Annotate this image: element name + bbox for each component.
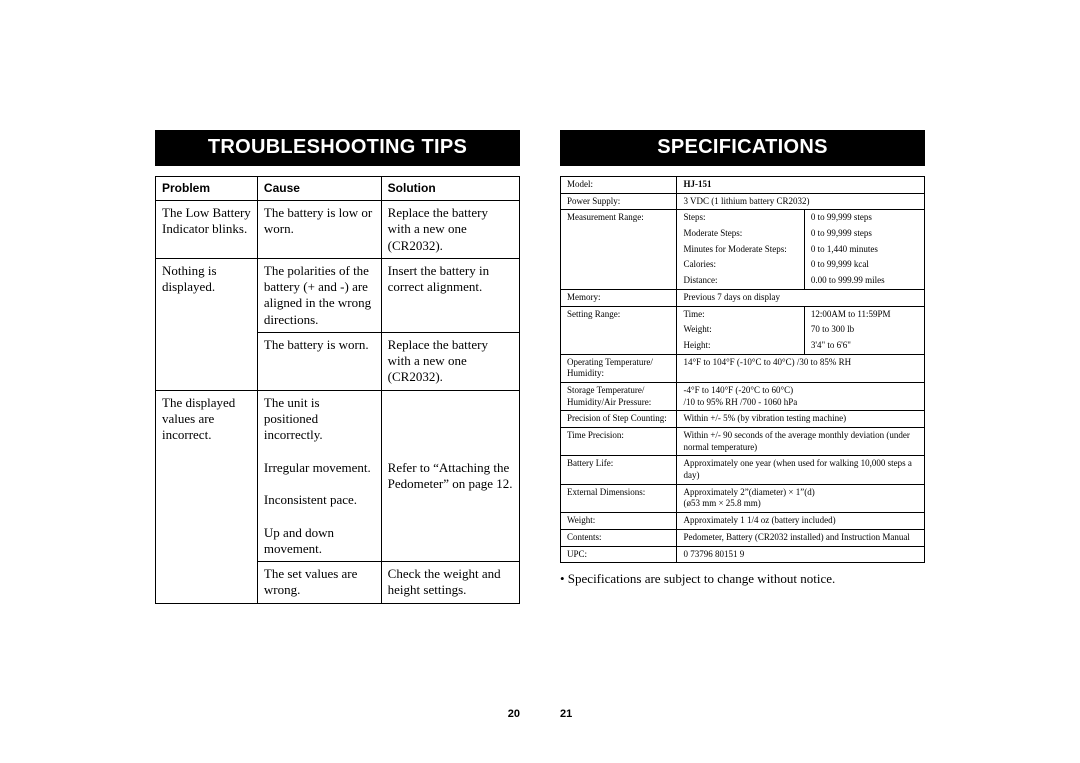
spec-key: Setting Range:	[561, 306, 677, 354]
table-row: Memory: Previous 7 days on display	[561, 289, 925, 306]
cell-solution: Refer to “Attaching the Pedometer” on pa…	[381, 390, 519, 562]
troubleshooting-table: Problem Cause Solution The Low Battery I…	[155, 176, 520, 604]
spec-subkey: Calories:	[677, 257, 804, 273]
spec-subkey: Moderate Steps:	[677, 226, 804, 242]
table-row: Weight: Approximately 1 1/4 oz (battery …	[561, 513, 925, 530]
cell-problem: The Low Battery Indicator blinks.	[156, 201, 258, 259]
spec-key: Storage Temperature/ Humidity/Air Pressu…	[561, 382, 677, 410]
spec-key: Power Supply:	[561, 193, 677, 210]
table-row: The Low Battery Indicator blinks. The ba…	[156, 201, 520, 259]
spec-value: HJ-151	[677, 177, 925, 194]
spec-subkey: Time:	[677, 306, 804, 322]
page-number-right: 21	[560, 708, 572, 720]
spec-key: Contents:	[561, 529, 677, 546]
spec-subvalue: 0 to 1,440 minutes	[804, 242, 924, 258]
spec-subvalue: 3'4" to 6'6"	[804, 338, 924, 354]
heading-troubleshooting: TROUBLESHOOTING TIPS	[155, 130, 520, 166]
spec-key: Memory:	[561, 289, 677, 306]
col-problem: Problem	[156, 177, 258, 201]
spec-subvalue: 12:00AM to 11:59PM	[804, 306, 924, 322]
spec-key: Precision of Step Counting:	[561, 411, 677, 428]
table-row: Power Supply: 3 VDC (1 lithium battery C…	[561, 193, 925, 210]
table-row: Operating Temperature/ Humidity: 14°F to…	[561, 354, 925, 382]
spec-key: Measurement Range:	[561, 210, 677, 289]
spec-value: -4°F to 140°F (-20°C to 60°C) /10 to 95%…	[677, 382, 925, 410]
spec-subvalue: 0 to 99,999 steps	[804, 210, 924, 226]
table-row: Battery Life: Approximately one year (wh…	[561, 456, 925, 484]
spec-note: • Specifications are subject to change w…	[560, 571, 925, 588]
table-row: Nothing is displayed. The polarities of …	[156, 258, 520, 332]
spec-subkey: Height:	[677, 338, 804, 354]
table-row: Storage Temperature/ Humidity/Air Pressu…	[561, 382, 925, 410]
spec-key: Weight:	[561, 513, 677, 530]
spec-subkey: Weight:	[677, 322, 804, 338]
cell-solution: Replace the battery with a new one (CR20…	[381, 332, 519, 390]
cell-cause: The polarities of the battery (+ and -) …	[257, 258, 381, 332]
table-row: External Dimensions: Approximately 2”(di…	[561, 484, 925, 512]
page-right: SPECIFICATIONS Model: HJ-151 Power Suppl…	[560, 130, 925, 700]
heading-specifications: SPECIFICATIONS	[560, 130, 925, 166]
page-spread: TROUBLESHOOTING TIPS Problem Cause Solut…	[155, 130, 925, 700]
spec-subkey: Steps:	[677, 210, 804, 226]
spec-subkey: Distance:	[677, 273, 804, 289]
page-left: TROUBLESHOOTING TIPS Problem Cause Solut…	[155, 130, 520, 700]
spec-value: 0 73796 80151 9	[677, 546, 925, 563]
table-row: Setting Range: Time: 12:00AM to 11:59PM	[561, 306, 925, 322]
cell-cause: The battery is worn.	[257, 332, 381, 390]
cell-solution: Check the weight and height settings.	[381, 562, 519, 604]
table-row: Model: HJ-151	[561, 177, 925, 194]
spec-key: Model:	[561, 177, 677, 194]
table-row: Contents: Pedometer, Battery (CR2032 ins…	[561, 529, 925, 546]
col-cause: Cause	[257, 177, 381, 201]
spec-value: Within +/- 90 seconds of the average mon…	[677, 428, 925, 456]
cell-problem: Nothing is displayed.	[156, 258, 258, 390]
spec-key: Battery Life:	[561, 456, 677, 484]
table-row: Precision of Step Counting: Within +/- 5…	[561, 411, 925, 428]
spec-subvalue: 0 to 99,999 kcal	[804, 257, 924, 273]
spec-value: Approximately 2”(diameter) × 1”(d) (ø53 …	[677, 484, 925, 512]
spec-subvalue: 0.00 to 999.99 miles	[804, 273, 924, 289]
spec-value: 3 VDC (1 lithium battery CR2032)	[677, 193, 925, 210]
table-row: Measurement Range: Steps: 0 to 99,999 st…	[561, 210, 925, 226]
spec-key: UPC:	[561, 546, 677, 563]
col-solution: Solution	[381, 177, 519, 201]
spec-key: External Dimensions:	[561, 484, 677, 512]
table-header-row: Problem Cause Solution	[156, 177, 520, 201]
table-row: The displayed values are incorrect. The …	[156, 390, 520, 562]
page-number-left: 20	[508, 708, 520, 720]
spec-subvalue: 70 to 300 lb	[804, 322, 924, 338]
spec-value: Previous 7 days on display	[677, 289, 925, 306]
spec-key: Operating Temperature/ Humidity:	[561, 354, 677, 382]
spec-value: Approximately 1 1/4 oz (battery included…	[677, 513, 925, 530]
spec-value: Approximately one year (when used for wa…	[677, 456, 925, 484]
table-row: Time Precision: Within +/- 90 seconds of…	[561, 428, 925, 456]
spec-value: Pedometer, Battery (CR2032 installed) an…	[677, 529, 925, 546]
cell-cause: The battery is low or worn.	[257, 201, 381, 259]
cell-solution: Replace the battery with a new one (CR20…	[381, 201, 519, 259]
cell-solution: Insert the battery in correct alignment.	[381, 258, 519, 332]
spec-value: 14°F to 104°F (-10°C to 40°C) /30 to 85%…	[677, 354, 925, 382]
cell-cause: The set values are wrong.	[257, 562, 381, 604]
spec-subkey: Minutes for Moderate Steps:	[677, 242, 804, 258]
specifications-table: Model: HJ-151 Power Supply: 3 VDC (1 lit…	[560, 176, 925, 563]
cell-cause: The unit is positioned incorrectly. Irre…	[257, 390, 381, 562]
table-row: UPC: 0 73796 80151 9	[561, 546, 925, 563]
spec-value: Within +/- 5% (by vibration testing mach…	[677, 411, 925, 428]
spec-key: Time Precision:	[561, 428, 677, 456]
spec-subvalue: 0 to 99,999 steps	[804, 226, 924, 242]
cell-problem: The displayed values are incorrect.	[156, 390, 258, 603]
